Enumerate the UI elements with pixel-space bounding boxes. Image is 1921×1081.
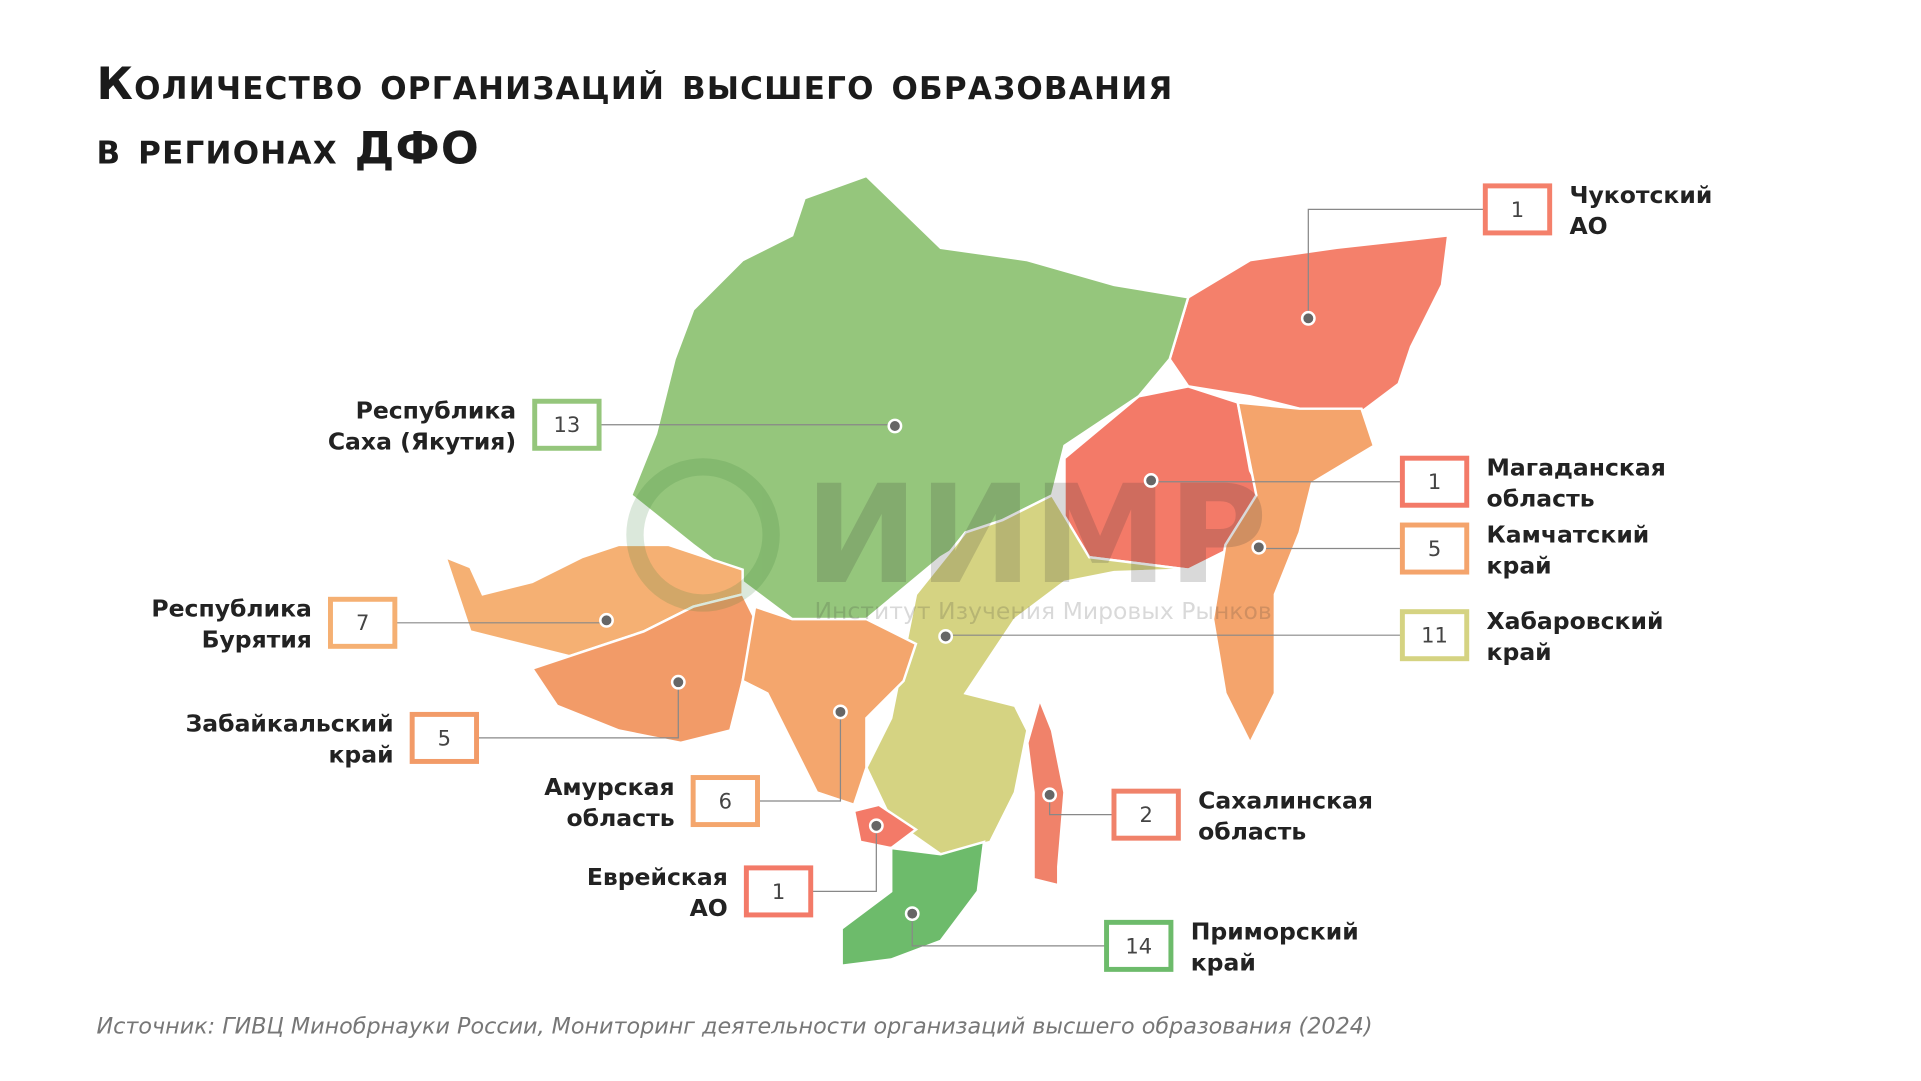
value-label: 13 xyxy=(554,412,581,437)
region-label: край xyxy=(1487,638,1552,666)
leader-line xyxy=(476,682,679,739)
value-label: 1 xyxy=(1428,469,1441,494)
region-dot xyxy=(1251,539,1267,555)
region xyxy=(1211,401,1376,746)
region-label: край xyxy=(1191,949,1256,977)
region-dot xyxy=(938,628,954,644)
value-box xyxy=(1104,919,1174,972)
region-label: область xyxy=(1198,817,1306,845)
leader-line xyxy=(1307,208,1486,319)
leader-line xyxy=(757,711,842,802)
value-label: 6 xyxy=(719,788,732,813)
watermark-caption: Институт Изучения Мировых Рынков xyxy=(814,597,1271,625)
leader-line xyxy=(911,913,1107,947)
source: Источник: ГИВЦ Минобрнауки России, Монит… xyxy=(97,1014,1373,1040)
leader-line xyxy=(945,634,1403,637)
region-label: Чукотский xyxy=(1569,181,1712,209)
watermark-text: ИИМР xyxy=(805,457,1268,615)
value-box xyxy=(328,596,398,649)
region-label: АО xyxy=(1569,212,1607,240)
region xyxy=(741,605,918,807)
region-label: Камчатский xyxy=(1487,520,1650,548)
value-label: 1 xyxy=(1511,197,1524,222)
region-dot xyxy=(670,674,686,690)
region-label: край xyxy=(328,741,393,769)
value-box xyxy=(690,775,760,828)
value-box xyxy=(409,711,480,764)
region-label: Республика xyxy=(356,397,517,425)
value-box xyxy=(743,865,814,918)
region-label: Еврейская xyxy=(587,863,728,891)
value-box xyxy=(1399,455,1470,508)
region-dot xyxy=(1042,787,1058,803)
region-label: Республика xyxy=(151,595,312,623)
region-label: Амурская xyxy=(544,773,674,801)
region xyxy=(865,493,1189,856)
region-label: область xyxy=(1487,484,1595,512)
title: Количество организаций высшего образован… xyxy=(97,58,1174,110)
region-label: Забайкальский xyxy=(186,710,394,738)
value-label: 14 xyxy=(1125,933,1152,958)
value-label: 2 xyxy=(1139,802,1152,827)
region-label: Бурятия xyxy=(202,626,312,654)
region-label: Хабаровский xyxy=(1487,607,1664,635)
value-box xyxy=(1482,183,1553,236)
value-label: 5 xyxy=(438,725,451,750)
region-label: Магаданская xyxy=(1487,454,1666,482)
region-label: Саха (Якутия) xyxy=(328,428,516,456)
region xyxy=(840,840,986,968)
value-box xyxy=(532,398,602,451)
leader-line xyxy=(810,825,877,893)
value-label: 7 xyxy=(356,610,369,635)
region-dot xyxy=(904,906,920,922)
region-dot xyxy=(1300,310,1316,326)
watermark-logo xyxy=(626,458,780,612)
region-dot xyxy=(868,818,884,834)
region-label: Приморский xyxy=(1191,918,1359,946)
region-dot xyxy=(887,418,903,434)
region-dot xyxy=(1143,473,1159,488)
title: в регионах ДФО xyxy=(97,123,480,175)
region xyxy=(852,803,919,850)
value-label: 1 xyxy=(772,879,785,904)
value-label: 5 xyxy=(1428,536,1441,561)
value-box xyxy=(1399,609,1470,662)
region-label: АО xyxy=(690,894,728,922)
region-label: край xyxy=(1487,551,1552,579)
value-box xyxy=(1111,788,1181,841)
value-box xyxy=(1399,522,1470,575)
region-label: область xyxy=(567,804,675,832)
value-label: 11 xyxy=(1421,623,1448,648)
region-label: Сахалинская xyxy=(1198,786,1373,814)
region-dot xyxy=(599,612,614,628)
watermark: ИИМР Институт Изучения Мировых Рынков xyxy=(626,457,1272,625)
region xyxy=(629,174,1190,621)
region-dot xyxy=(833,704,848,720)
